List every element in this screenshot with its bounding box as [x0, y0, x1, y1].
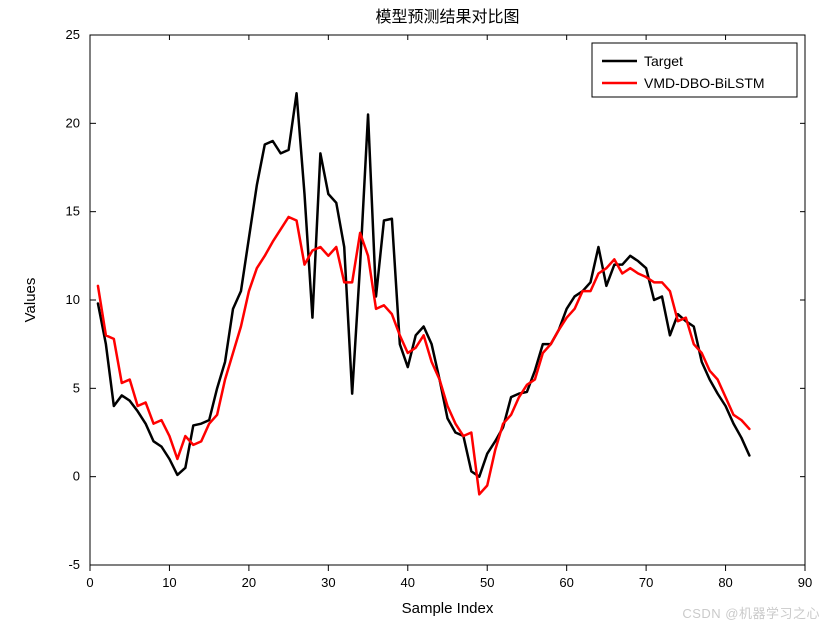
- legend-label: Target: [644, 53, 683, 69]
- x-tick-label: 60: [559, 575, 573, 590]
- y-tick-label: 0: [73, 469, 80, 484]
- x-tick-label: 30: [321, 575, 335, 590]
- y-tick-label: 20: [66, 115, 80, 130]
- plot-area: [90, 35, 805, 565]
- x-label: Sample Index: [402, 600, 494, 617]
- y-tick-label: 10: [66, 292, 80, 307]
- x-tick-label: 10: [162, 575, 176, 590]
- x-tick-label: 80: [718, 575, 732, 590]
- y-tick-label: 5: [73, 380, 80, 395]
- chart-svg: 0 10 20 30 40 50 60 70 80 90 -5 0 5 10 15 20 25 模型预测结果对比图…: [0, 0, 840, 630]
- y-tick-label: -5: [68, 557, 80, 572]
- legend-label: VMD-DBO-BiLSTM: [644, 75, 765, 91]
- y-label: Values: [22, 278, 39, 323]
- chart-area: 0 10 20 30 40 50 60 70 80 90 -5 0 5 10 15 20 25 模型预测结果对比图…: [0, 0, 840, 630]
- x-tick-label: 0: [86, 575, 93, 590]
- x-tick-label: 20: [242, 575, 256, 590]
- chart-title: 模型预测结果对比图: [375, 8, 519, 26]
- x-tick-label: 90: [798, 575, 812, 590]
- x-tick-label: 40: [401, 575, 415, 590]
- y-tick-label: 15: [66, 204, 80, 219]
- y-tick-label: 25: [66, 27, 80, 42]
- x-tick-label: 70: [639, 575, 653, 590]
- x-tick-label: 50: [480, 575, 494, 590]
- watermark-text: CSDN @机器学习之心: [682, 603, 820, 622]
